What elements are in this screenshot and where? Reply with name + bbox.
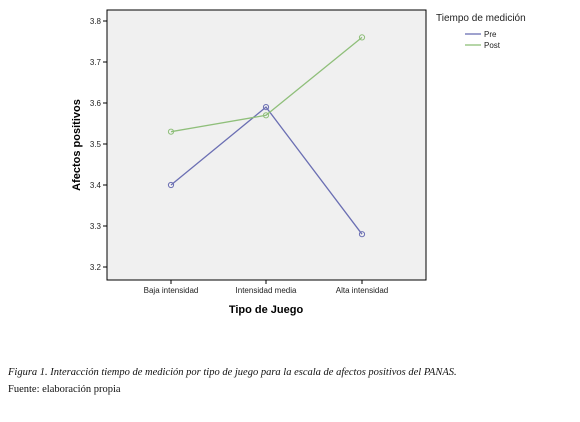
- x-tick-label: Baja intensidad: [144, 286, 199, 295]
- data-point-post: [262, 112, 270, 119]
- series-layer: [167, 34, 366, 238]
- figure-caption: Figura 1. Interacción tiempo de medición…: [8, 367, 457, 378]
- x-axis-title: Tipo de Juego: [229, 304, 304, 316]
- plot-area: [106, 9, 427, 281]
- series-line-post: [170, 36, 363, 133]
- y-axis: 3.2 3.3 3.4 3.5 3.6 3.7 3.8: [90, 17, 107, 272]
- y-tick-label: 3.7: [90, 58, 102, 67]
- y-tick-label: 3.5: [90, 140, 102, 149]
- x-tick-label: Intensidad media: [236, 286, 297, 295]
- series-line-pre: [170, 106, 363, 235]
- figure-source: Fuente: elaboración propia: [8, 384, 121, 395]
- legend-label-post: Post: [484, 41, 501, 50]
- data-point-pre: [358, 231, 366, 238]
- line-chart: 3.2 3.3 3.4 3.5 3.6 3.7 3.8 Baja intensidad Int…: [71, 9, 526, 316]
- y-tick-label: 3.6: [90, 99, 102, 108]
- y-tick-label: 3.8: [90, 17, 102, 26]
- data-point-pre: [262, 104, 270, 111]
- y-axis-title: Afectos positivos: [71, 99, 83, 191]
- data-point-post: [167, 128, 175, 135]
- data-point-pre: [167, 181, 175, 189]
- y-tick-label: 3.4: [90, 181, 102, 190]
- x-axis: Baja intensidad Intensidad media Alta inte…: [144, 280, 388, 295]
- legend-label-pre: Pre: [484, 30, 497, 39]
- legend: Tiempo de medición Pre Post: [436, 13, 526, 50]
- y-tick-label: 3.2: [90, 263, 102, 272]
- x-tick-label: Alta intensidad: [336, 286, 388, 295]
- legend-title: Tiempo de medición: [436, 13, 526, 24]
- y-tick-label: 3.3: [90, 222, 102, 231]
- data-point-post: [358, 34, 366, 41]
